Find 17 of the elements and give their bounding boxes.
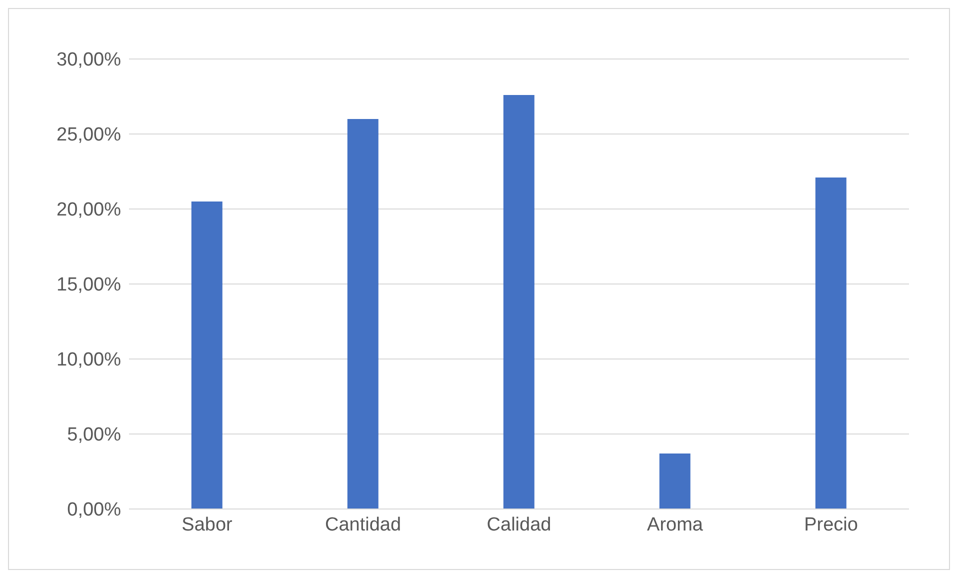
y-tick-label: 15,00% xyxy=(56,274,122,296)
y-tick-label: 5,00% xyxy=(67,424,122,446)
y-tick-label: 10,00% xyxy=(56,350,122,371)
x-tick-label: Cantidad xyxy=(324,514,402,536)
bar xyxy=(503,95,534,509)
x-tick-label: Sabor xyxy=(182,514,234,536)
y-tick-label: 30,00% xyxy=(56,50,122,71)
bar xyxy=(347,119,378,509)
bar xyxy=(659,454,690,509)
y-tick-label: 0,00% xyxy=(67,500,122,521)
bar xyxy=(815,178,846,509)
y-tick-label: 25,00% xyxy=(56,124,122,146)
y-tick-label: 20,00% xyxy=(56,200,122,221)
x-tick-label: Aroma xyxy=(647,514,704,536)
bar xyxy=(191,202,222,509)
x-tick-label: Calidad xyxy=(486,514,552,536)
x-tick-label: Precio xyxy=(804,514,858,536)
